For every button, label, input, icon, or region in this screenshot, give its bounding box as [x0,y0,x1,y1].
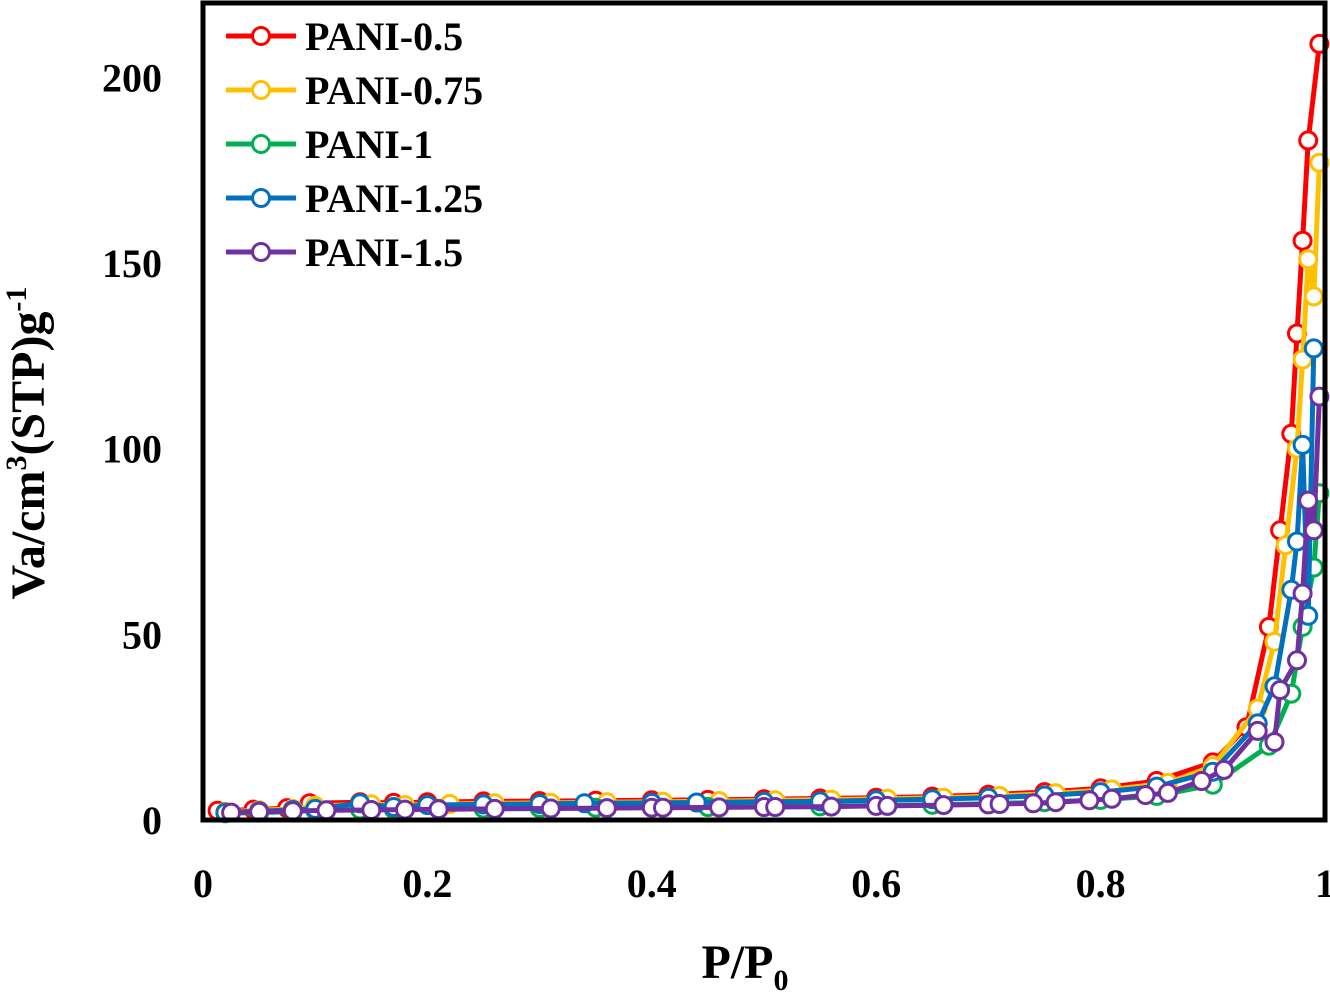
data-point [540,798,561,819]
data-point [1298,130,1319,151]
data-point [1023,793,1044,814]
y-axis-label: Va/cm3(STP)g-1 [0,287,55,600]
legend-swatch-marker [251,26,271,46]
data-point [1079,790,1100,811]
legend-label: PANI-1.5 [305,230,463,275]
data-point [1135,785,1156,806]
data-point [282,801,303,822]
x-tick-labels: 0 0.2 0.4 0.6 0.8 1 [193,861,1330,906]
data-point [1191,771,1212,791]
data-point [395,799,415,820]
y-axis-label-main: Va/cm [2,471,55,600]
x-tick-label: 0.4 [627,861,677,906]
legend-item: PANI-1.5 [226,230,463,275]
y-tick-label: 0 [142,798,162,843]
legend-label: PANI-0.75 [305,68,483,113]
legend-item: PANI-1 [226,122,433,167]
y-axis-label-superscript-2: -1 [0,287,33,312]
series-pani-1-5 [221,386,1330,823]
x-tick-label: 0 [193,861,213,906]
data-point [1270,680,1291,700]
x-axis-label-main: P/P [702,936,774,989]
legend: PANI-0.5 PANI-0.75 PANI-1 PANI-1.25 PANI-1.5 [226,14,483,275]
data-point [933,795,954,816]
legend-swatch-marker [251,188,271,208]
data-point [1045,792,1066,813]
data-point [877,795,898,816]
data-point [1247,720,1268,741]
data-point [1157,782,1178,803]
x-tick-label: 0.2 [402,861,452,906]
data-point [1303,286,1324,307]
series-layer [207,33,1330,824]
legend-swatch-marker [251,242,271,262]
y-tick-label: 50 [122,612,162,657]
y-axis-label-superscript-1: 3 [0,456,33,471]
data-point [1287,650,1307,671]
legend-item: PANI-0.5 [226,14,463,59]
data-point [1214,759,1234,780]
x-tick-label: 0.8 [1076,861,1126,906]
data-point [1264,732,1285,752]
data-point [316,800,337,821]
data-point [428,799,449,820]
data-point [1292,583,1313,604]
data-point [1101,788,1122,809]
data-point [765,797,786,817]
data-point [1303,520,1324,541]
y-axis-label-middle: (STP)g [2,312,55,456]
legend-swatch-marker [251,134,271,154]
data-point [1298,249,1319,270]
data-point [1292,434,1313,455]
legend-item: PANI-0.75 [226,68,483,113]
data-point [653,797,673,818]
data-point [1292,230,1313,251]
legend-swatch-marker [251,80,271,100]
legend-label: PANI-1 [305,122,433,167]
x-axis-label-subscript: 0 [773,964,788,992]
y-tick-label: 200 [102,55,162,100]
legend-item: PANI-1.25 [226,176,483,221]
data-point [361,800,382,820]
data-point [1298,490,1319,511]
x-tick-label: 1 [1315,861,1330,906]
data-point [989,794,1010,814]
plot-frame [200,0,1328,823]
data-point [484,798,505,819]
y-tick-labels: 0 50 100 150 200 [102,55,162,843]
legend-label: PANI-1.25 [305,176,483,221]
x-axis-label: P/P0 [702,936,789,992]
x-tick-label: 0.6 [851,861,901,906]
y-tick-label: 100 [102,427,162,472]
data-point [709,797,730,818]
data-point [821,796,842,817]
legend-label: PANI-0.5 [305,14,463,59]
data-point [596,798,617,819]
y-tick-label: 150 [102,241,162,286]
data-point [1303,338,1324,359]
